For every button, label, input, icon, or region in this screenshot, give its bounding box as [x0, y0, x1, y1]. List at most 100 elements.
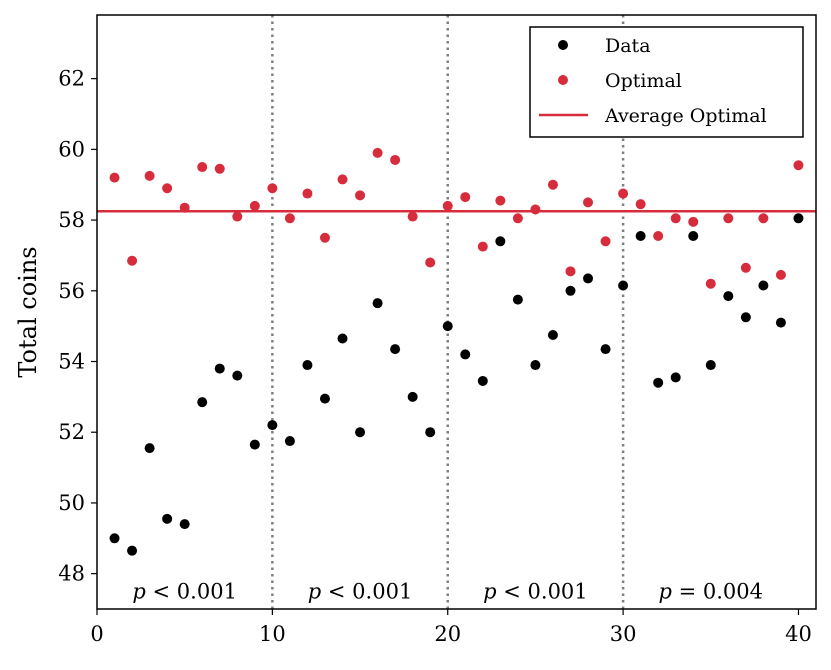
optimal-point [355, 190, 366, 201]
data-point [232, 370, 243, 381]
optimal-point [372, 147, 383, 158]
optimal-point [793, 160, 804, 171]
optimal-point [407, 211, 418, 222]
p-value-text: < 0.001 [321, 579, 412, 603]
p-value-annotation: p < 0.001 [132, 579, 237, 603]
optimal-point [583, 197, 594, 208]
data-point [530, 360, 541, 371]
legend-data-marker [558, 40, 568, 50]
data-point [284, 436, 295, 447]
y-tick-label: 62 [58, 67, 85, 91]
p-value-text: < 0.001 [497, 579, 588, 603]
plot-frame [96, 14, 817, 610]
optimal-point [512, 213, 523, 224]
series-data [109, 213, 804, 556]
p-value-text: = 0.004 [672, 579, 763, 603]
data-point [723, 291, 734, 302]
optimal-point [442, 200, 453, 211]
legend-label-data: Data [605, 35, 651, 57]
data-point [793, 213, 804, 224]
data-point [337, 333, 348, 344]
optimal-point [495, 195, 506, 206]
p-value-text: < 0.001 [146, 579, 237, 603]
optimal-point [425, 257, 436, 268]
y-tick-label: 60 [58, 137, 85, 161]
optimal-point [127, 255, 138, 266]
y-tick-label: 54 [58, 350, 85, 374]
data-point [267, 420, 278, 431]
p-value-annotation: p < 0.001 [483, 579, 588, 603]
optimal-point [688, 216, 699, 227]
p-symbol: p [659, 579, 672, 603]
data-point [407, 391, 418, 402]
data-point [583, 273, 594, 284]
optimal-point [530, 204, 541, 215]
data-point [179, 519, 190, 530]
p-value-annotation: p < 0.001 [308, 579, 413, 603]
legend-label-optimal: Optimal [605, 70, 682, 92]
optimal-point [740, 262, 751, 273]
optimal-point [267, 183, 278, 194]
p-symbol: p [483, 579, 496, 603]
data-point [144, 443, 155, 454]
y-tick-label: 50 [58, 491, 85, 515]
y-tick-label: 48 [58, 562, 85, 586]
optimal-point [284, 213, 295, 224]
optimal-point [723, 213, 734, 224]
data-point [109, 533, 120, 544]
data-point [214, 363, 225, 374]
optimal-point [775, 269, 786, 280]
series-optimal [109, 147, 804, 289]
optimal-point [319, 232, 330, 243]
optimal-point [547, 179, 558, 190]
p-symbol: p [132, 579, 145, 603]
optimal-point [705, 278, 716, 289]
data-point [442, 321, 453, 332]
optimal-point [337, 174, 348, 185]
data-point [495, 236, 506, 247]
y-tick-label: 52 [58, 420, 85, 444]
p-value-annotation: p = 0.004 [659, 579, 764, 603]
legend-label-average-optimal: Average Optimal [604, 105, 767, 127]
data-point [688, 230, 699, 241]
optimal-point [197, 162, 208, 173]
data-point [565, 285, 576, 296]
data-point [425, 427, 436, 438]
data-point [372, 298, 383, 309]
x-tick-label: 0 [90, 622, 103, 646]
optimal-point [249, 200, 260, 211]
x-tick-label: 20 [434, 622, 461, 646]
data-point [670, 372, 681, 383]
optimal-point [758, 213, 769, 224]
optimal-point [390, 154, 401, 165]
data-point [355, 427, 366, 438]
data-point [653, 377, 664, 388]
data-point [249, 439, 260, 450]
optimal-point [144, 170, 155, 181]
optimal-point [600, 236, 611, 247]
optimal-point [232, 211, 243, 222]
data-point [319, 393, 330, 404]
data-point [127, 545, 138, 556]
x-tick-label: 40 [785, 622, 812, 646]
data-point [705, 360, 716, 371]
y-tick-label: 56 [58, 279, 85, 303]
optimal-point [635, 199, 646, 210]
y-axis-label: Total coins [14, 246, 42, 377]
optimal-point [653, 230, 664, 241]
data-point [512, 294, 523, 305]
x-tick-label: 30 [610, 622, 637, 646]
data-point [460, 349, 471, 360]
optimal-point [460, 192, 471, 203]
data-point [390, 344, 401, 355]
optimal-point [162, 183, 173, 194]
legend-frame [529, 26, 804, 138]
optimal-point [618, 188, 629, 199]
y-tick-label: 58 [58, 208, 85, 232]
optimal-point [109, 172, 120, 183]
data-point [775, 317, 786, 328]
data-point [547, 329, 558, 340]
optimal-point [179, 202, 190, 213]
